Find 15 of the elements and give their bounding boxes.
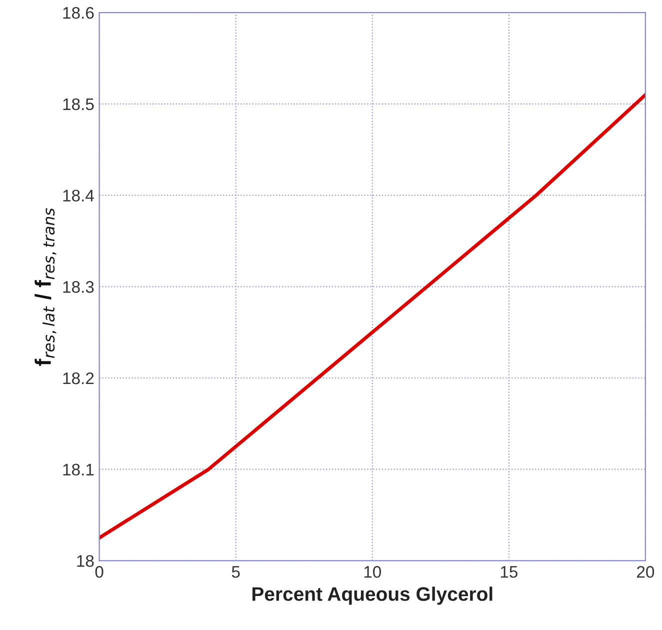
x-tick-label: 10	[364, 566, 381, 578]
x-tick-label: 5	[232, 566, 240, 578]
x-tick-label: 20	[637, 566, 654, 578]
x-tick-label: 0	[95, 566, 104, 578]
y-tick-label: 18.3	[63, 281, 94, 293]
y-tick-label: 18.6	[63, 7, 94, 19]
y-axis-title: f$_{res,lat}$ / f$_{res,trans}$	[34, 208, 56, 366]
line-series	[99, 93, 646, 540]
y-tick-label: 18	[77, 555, 94, 567]
y-tick-label: 18.2	[63, 372, 94, 384]
y-tick-label: 18.1	[63, 464, 94, 476]
y-tick-label: 18.5	[63, 98, 94, 110]
x-tick-label: 15	[500, 566, 518, 578]
y-tick-label: 18.4	[63, 190, 94, 202]
x-axis-title: Percent Aqueous Glycerol	[252, 586, 492, 605]
